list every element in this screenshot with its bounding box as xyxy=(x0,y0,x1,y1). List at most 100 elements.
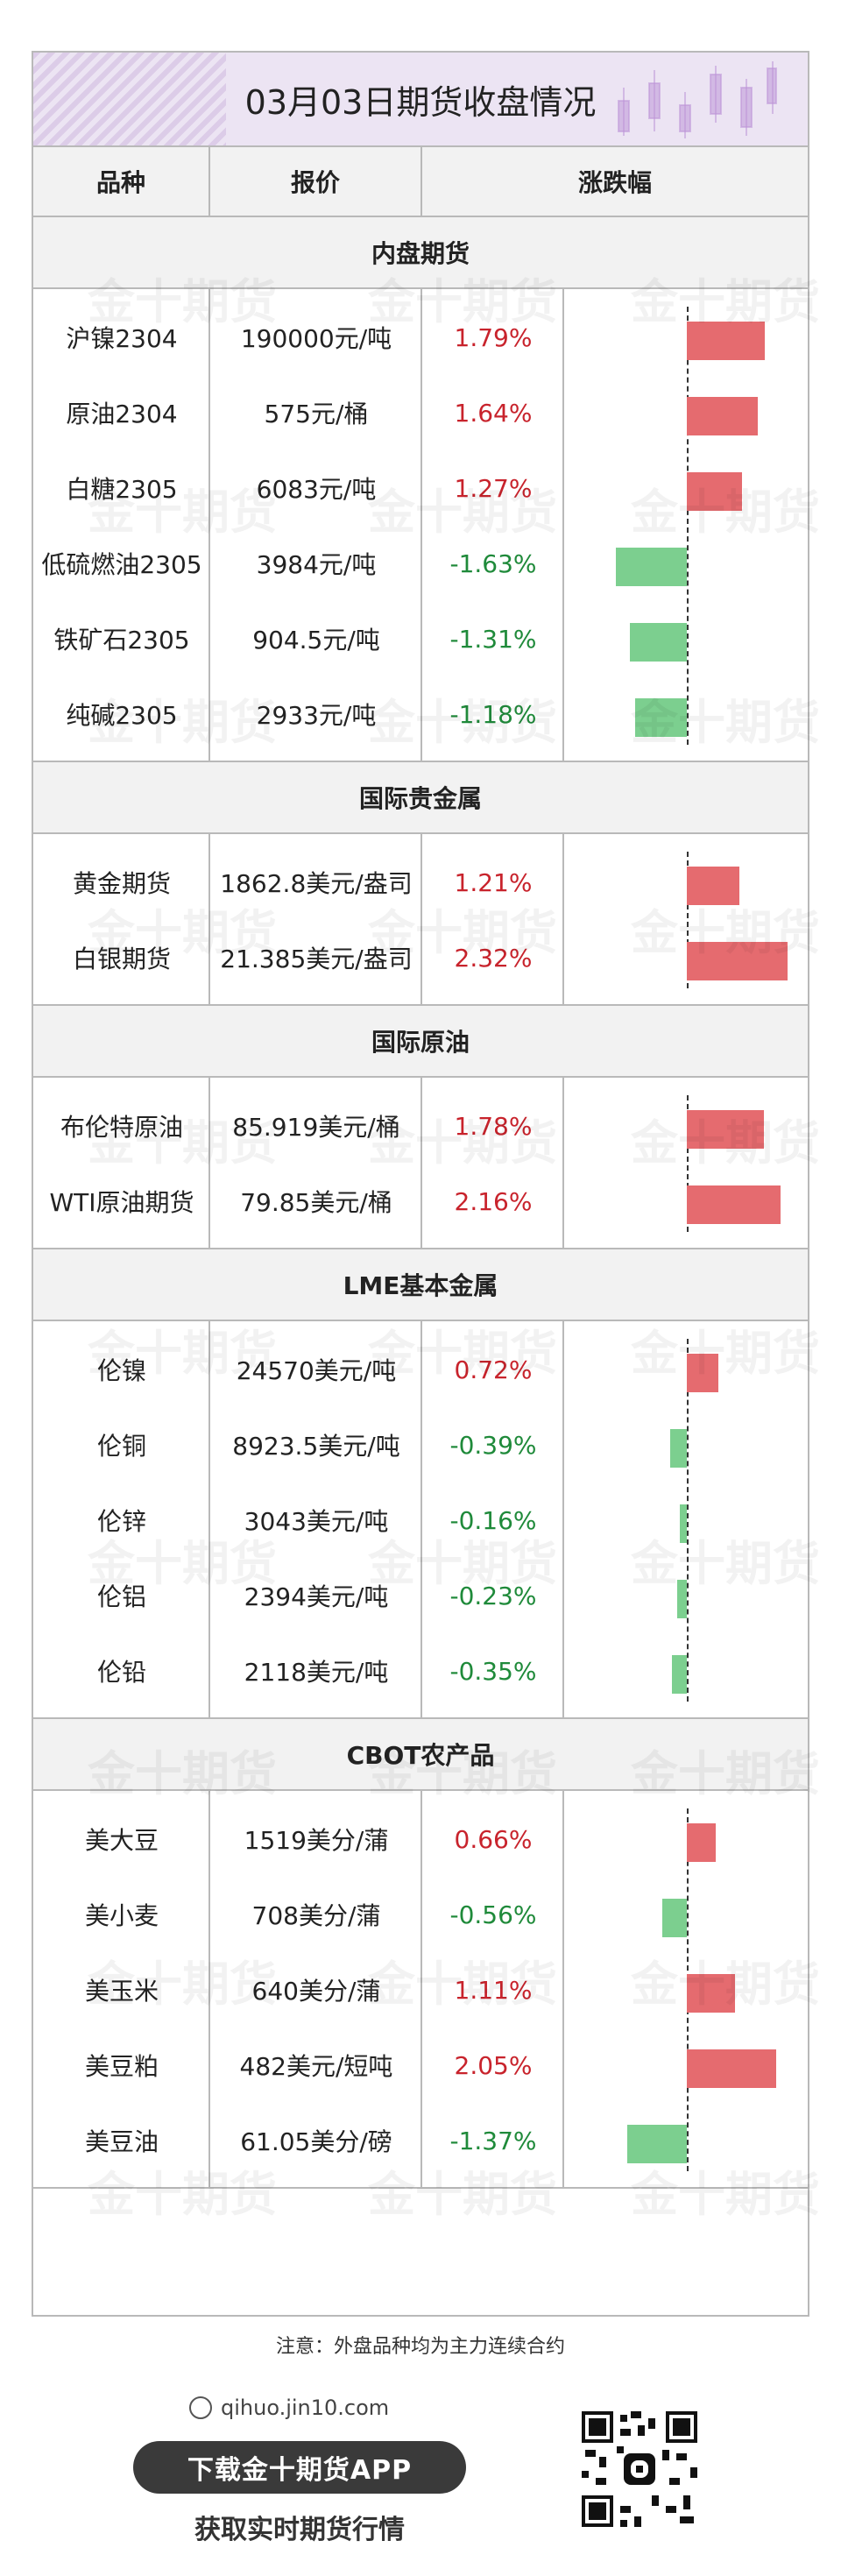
price-value: 61.05美分/磅 xyxy=(240,2127,392,2156)
change-bar xyxy=(687,867,740,905)
table-row: 伦铜 8923.5美元/吨 -0.39% xyxy=(33,1407,808,1483)
zero-axis-line xyxy=(687,1339,689,1702)
table-row: 白银期货 21.385美元/盎司 2.32% xyxy=(33,920,808,995)
change-bar xyxy=(687,1823,716,1862)
change-bar xyxy=(616,548,687,586)
price-value: 85.919美元/桶 xyxy=(232,1113,400,1142)
column-divider xyxy=(420,1321,422,1719)
variety-name: 伦铅 xyxy=(96,1658,146,1687)
variety-name: 美豆粕 xyxy=(84,2052,159,2081)
bar-zone xyxy=(564,1877,809,1952)
change-bar xyxy=(669,1429,687,1468)
column-divider xyxy=(562,1078,564,1249)
change-percent: -1.37% xyxy=(449,2126,537,2155)
globe-icon xyxy=(189,2396,212,2419)
price-value: 640美分/蒲 xyxy=(251,1977,381,2006)
bar-zone xyxy=(564,1558,809,1633)
section-4: CBOT农产品 美大豆 1519美分/蒲 0.66% 美小麦 708美分/蒲 -0.56% 美… xyxy=(32,1719,809,2189)
title-bar: 03月03日期货收盘情况 xyxy=(32,51,809,147)
bar-zone xyxy=(564,676,809,752)
header-variety: 品种 xyxy=(33,147,210,216)
section-body: 布伦特原油 85.919美元/桶 1.78% WTI原油期货 79.85美元/桶 2.16… xyxy=(33,1078,808,1249)
table-row: 白糖2305 6083元/吨 1.27% xyxy=(33,450,808,526)
variety-name: 低硫燃油2305 xyxy=(41,550,202,579)
bar-zone xyxy=(564,1407,809,1483)
section-title: 国际原油 xyxy=(33,1006,808,1078)
site-url: qihuo.jin10.com xyxy=(221,2396,390,2420)
variety-name: 白糖2305 xyxy=(66,475,178,504)
section-2: 国际原油 布伦特原油 85.919美元/桶 1.78% WTI原油期货 79.85美元/桶… xyxy=(32,1006,809,1249)
change-bar xyxy=(635,698,687,737)
change-bar xyxy=(627,2125,687,2163)
section-1: 国际贵金属 黄金期货 1862.8美元/盎司 1.21% 白银期货 21.385美元/盎司… xyxy=(32,762,809,1006)
change-bar xyxy=(687,322,765,360)
price-value: 21.385美元/盎司 xyxy=(220,945,413,973)
column-divider xyxy=(420,834,422,1006)
change-percent: -1.31% xyxy=(449,624,537,654)
variety-name: 铁矿石2305 xyxy=(53,626,190,655)
variety-name: 美大豆 xyxy=(84,1826,159,1855)
column-divider xyxy=(208,1321,210,1719)
bar-zone xyxy=(564,1483,809,1558)
section-3: LME基本金属 伦镍 24570美元/吨 0.72% 伦铜 8923.5美元/吨 -0.39… xyxy=(32,1249,809,1719)
zero-axis-line xyxy=(687,852,689,988)
change-bar xyxy=(687,1110,765,1149)
price-value: 1862.8美元/盎司 xyxy=(220,869,413,898)
variety-name: WTI原油期货 xyxy=(49,1188,194,1217)
bar-zone xyxy=(564,920,809,995)
variety-name: 沪镍2304 xyxy=(66,324,178,353)
table-row: 伦锌 3043美元/吨 -0.16% xyxy=(33,1483,808,1558)
bar-zone xyxy=(564,1801,809,1877)
zero-axis-line xyxy=(687,1095,689,1232)
header-price: 报价 xyxy=(210,147,422,216)
price-value: 2394美元/吨 xyxy=(244,1582,389,1611)
page-title: 03月03日期货收盘情况 xyxy=(244,82,597,122)
variety-name: 原油2304 xyxy=(66,400,178,428)
section-title: CBOT农产品 xyxy=(33,1719,808,1791)
variety-name: 美豆油 xyxy=(84,2127,159,2156)
column-divider xyxy=(420,1791,422,2189)
change-bar xyxy=(662,1899,687,1937)
table-row: 伦铅 2118美元/吨 -0.35% xyxy=(33,1633,808,1709)
change-bar xyxy=(680,1504,687,1543)
price-value: 24570美元/吨 xyxy=(236,1356,397,1385)
bar-zone xyxy=(564,300,809,375)
table-row: 美小麦 708美分/蒲 -0.56% xyxy=(33,1877,808,1952)
table-row: 黄金期货 1862.8美元/盎司 1.21% xyxy=(33,845,808,920)
variety-name: 纯碱2305 xyxy=(66,701,178,730)
variety-name: 伦镍 xyxy=(96,1356,146,1385)
site-link[interactable]: qihuo.jin10.com xyxy=(189,2396,389,2420)
section-0: 内盘期货 沪镍2304 190000元/吨 1.79% 原油2304 575元/桶 1.64… xyxy=(32,217,809,762)
column-divider xyxy=(420,289,422,762)
change-bar xyxy=(687,1974,736,2013)
bar-zone xyxy=(564,526,809,601)
column-divider xyxy=(562,1791,564,2189)
bar-zone xyxy=(564,601,809,676)
variety-name: 伦铜 xyxy=(96,1432,146,1461)
change-percent: -1.18% xyxy=(449,699,537,729)
table-header: 品种 报价 涨跌幅 xyxy=(32,145,809,217)
price-value: 3984元/吨 xyxy=(256,550,377,579)
change-percent: -0.35% xyxy=(449,1656,537,1686)
change-percent: 0.66% xyxy=(454,1824,533,1854)
price-value: 2933元/吨 xyxy=(256,701,377,730)
change-percent: -0.23% xyxy=(449,1581,537,1610)
change-bar xyxy=(687,2049,776,2088)
table-row: 美大豆 1519美分/蒲 0.66% xyxy=(33,1801,808,1877)
table-row: 低硫燃油2305 3984元/吨 -1.63% xyxy=(33,526,808,601)
download-app-button[interactable]: 下载金十期货APP xyxy=(133,2441,466,2494)
section-title: 内盘期货 xyxy=(33,217,808,289)
change-bar xyxy=(687,472,742,511)
price-value: 8923.5美元/吨 xyxy=(232,1432,400,1461)
bar-zone xyxy=(564,1164,809,1239)
change-bar xyxy=(630,623,687,662)
table-row: 伦镍 24570美元/吨 0.72% xyxy=(33,1332,808,1407)
variety-name: 白银期货 xyxy=(72,945,171,973)
variety-name: 美玉米 xyxy=(84,1977,159,2006)
footer-subtitle: 获取实时期货行情 xyxy=(194,2515,405,2545)
section-body: 美大豆 1519美分/蒲 0.66% 美小麦 708美分/蒲 -0.56% 美玉米 640美分… xyxy=(33,1791,808,2189)
section-body: 沪镍2304 190000元/吨 1.79% 原油2304 575元/桶 1.64% 白糖2… xyxy=(33,289,808,762)
bar-zone xyxy=(564,450,809,526)
candlestick-decoration-icon xyxy=(618,61,777,138)
column-divider xyxy=(208,834,210,1006)
